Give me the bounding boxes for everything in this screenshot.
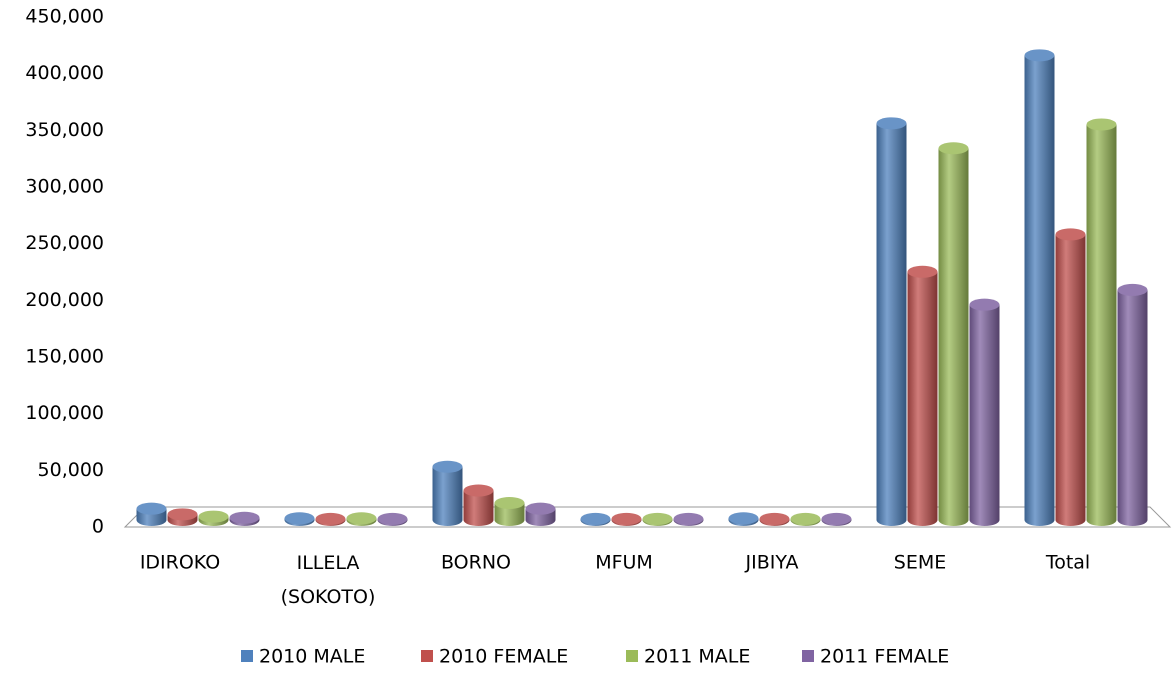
y-tick-label: 100,000: [25, 402, 104, 424]
bar: [1055, 234, 1086, 526]
x-tick-label: Total: [1045, 552, 1090, 574]
bar-top: [728, 512, 759, 525]
x-tick-label: JIBIYA: [745, 552, 799, 574]
legend-swatch: [241, 650, 253, 662]
y-tick-label: 450,000: [25, 6, 104, 28]
bar-top: [907, 265, 938, 278]
y-tick-label: 400,000: [25, 62, 104, 84]
bar-top: [821, 512, 852, 525]
bar-top: [377, 512, 408, 525]
bar-top: [642, 512, 673, 525]
bar-top: [790, 512, 821, 525]
bar: [1086, 124, 1117, 526]
bar-top: [198, 510, 229, 523]
bar-top: [876, 117, 907, 130]
bar: [969, 304, 1000, 526]
bar-top: [167, 508, 198, 521]
legend-swatch: [421, 650, 433, 662]
x-tick-label: BORNO: [441, 552, 511, 574]
bar-top: [1024, 49, 1055, 62]
y-tick-label: 200,000: [25, 289, 104, 311]
legend-label: 2011 FEMALE: [820, 646, 949, 668]
bar-top: [229, 511, 260, 524]
bar-top: [432, 460, 463, 473]
legend-label: 2010 FEMALE: [439, 646, 568, 668]
bar-top: [315, 512, 346, 525]
y-tick-label: 250,000: [25, 232, 104, 254]
bar: [907, 271, 938, 526]
bar: [1024, 55, 1055, 526]
bar: [876, 123, 907, 526]
bar: [1117, 289, 1148, 526]
bar: [463, 490, 494, 526]
bar-top: [1086, 118, 1117, 131]
bar-top: [136, 502, 167, 515]
bar-top: [494, 497, 525, 509]
y-tick-label: 150,000: [25, 346, 104, 368]
legend-swatch: [626, 650, 638, 662]
bar: [432, 466, 463, 526]
bar-top: [673, 512, 704, 525]
y-tick-label: 0: [92, 516, 104, 538]
y-tick-label: 350,000: [25, 119, 104, 141]
x-tick-label: IDIROKO: [140, 552, 220, 574]
bar-top: [969, 298, 1000, 311]
legend-label: 2010 MALE: [259, 646, 365, 668]
bar-top: [346, 512, 377, 525]
legend-label: 2011 MALE: [644, 646, 750, 668]
bar-top: [1117, 283, 1148, 296]
bar-top: [611, 512, 642, 525]
y-tick-label: 50,000: [38, 459, 104, 481]
bar: [938, 148, 969, 526]
x-tick-label: MFUM: [595, 552, 653, 574]
bar-top: [463, 484, 494, 497]
y-tick-label: 300,000: [25, 176, 104, 198]
x-tick-label: ILLELA (SOKOTO): [281, 552, 376, 608]
legend-swatch: [802, 650, 814, 662]
x-tick-label: SEME: [894, 552, 946, 574]
bar-top: [525, 502, 556, 515]
bar-top: [938, 142, 969, 155]
bar-top: [580, 512, 611, 525]
bar-top: [1055, 228, 1086, 241]
bar-top: [284, 512, 315, 525]
bar: [494, 503, 525, 526]
bar-top: [759, 512, 790, 525]
